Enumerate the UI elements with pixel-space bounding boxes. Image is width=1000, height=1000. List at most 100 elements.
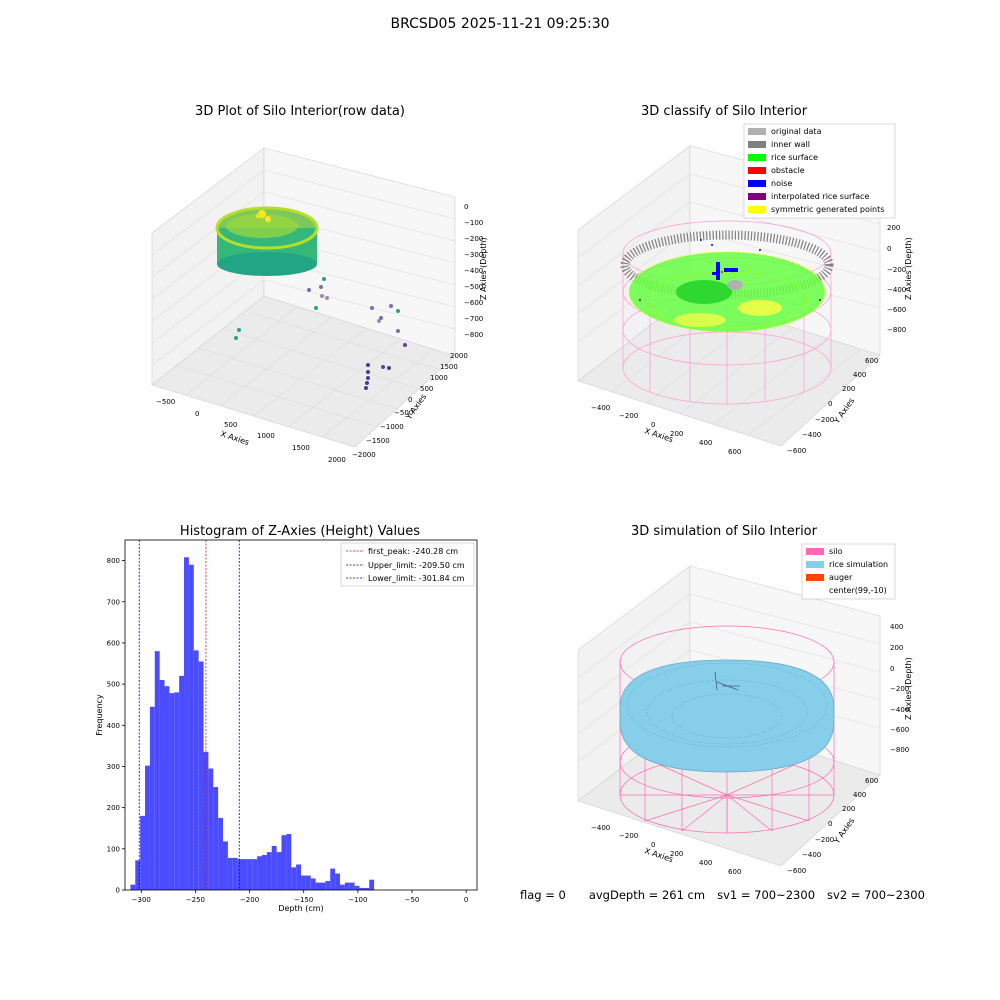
histogram-bar — [359, 887, 365, 890]
raw-z-label: Z Axies (Depth) — [479, 237, 488, 300]
legend-label-rice-surface: rice surface — [771, 153, 818, 162]
histogram-bar — [286, 834, 292, 890]
legend-label-first-peak: first_peak: -240.28 cm — [368, 547, 458, 556]
simulation-x-ticks: −400 −200 0 200 400 600 — [591, 824, 741, 876]
svg-text:−200: −200 — [815, 836, 834, 844]
svg-text:400: 400 — [699, 439, 712, 447]
svg-text:−1500: −1500 — [366, 437, 390, 445]
svg-text:−200: −200 — [464, 235, 483, 243]
svg-text:0: 0 — [890, 665, 894, 673]
simulation-y-ticks: −600 −400 −200 0 200 400 600 — [787, 777, 878, 875]
classify-rice-surface — [628, 251, 826, 333]
histogram-y-tick-label: 400 — [107, 722, 120, 730]
legend-label-noise: noise — [771, 179, 792, 188]
svg-text:−400: −400 — [591, 404, 610, 412]
svg-text:2000: 2000 — [328, 456, 346, 464]
histogram-bar — [213, 787, 219, 890]
raw-plot-title: 3D Plot of Silo Interior(row data) — [195, 104, 405, 119]
legend-swatch-silo — [806, 548, 824, 555]
histogram-legend: first_peak: -240.28 cm Upper_limit: -209… — [340, 542, 475, 587]
histogram-y-label: Frequency — [95, 694, 104, 736]
histogram-bar — [354, 885, 360, 890]
histogram-bars — [130, 557, 375, 890]
svg-text:−400: −400 — [802, 851, 821, 859]
svg-text:1500: 1500 — [292, 444, 310, 452]
legend-swatch-symmetric — [748, 206, 766, 213]
svg-text:−2000: −2000 — [352, 451, 376, 459]
classify-3d-plot: original data inner wall rice surface ob… — [577, 123, 913, 456]
histogram-bar — [339, 884, 345, 890]
histogram-y-tick-label: 200 — [107, 804, 120, 812]
histogram-x-tick-label: −50 — [405, 896, 420, 904]
histogram-bar — [179, 675, 185, 890]
histogram-y-tick-label: 700 — [107, 598, 120, 606]
status-line: flag = 0 avgDepth = 261 cm sv1 = 700~2300… — [520, 888, 925, 902]
histogram-x-tick-label: −100 — [348, 896, 367, 904]
histogram-bar — [154, 651, 160, 890]
legend-swatch-noise — [748, 180, 766, 187]
svg-text:600: 600 — [865, 777, 878, 785]
svg-text:−400: −400 — [464, 267, 483, 275]
histogram-bar — [184, 557, 189, 890]
svg-text:600: 600 — [728, 448, 741, 456]
histogram-x-label: Depth (cm) — [278, 904, 323, 913]
histogram-bar — [227, 857, 233, 890]
svg-text:600: 600 — [865, 357, 878, 365]
svg-text:−200: −200 — [619, 412, 638, 420]
histogram-bar — [320, 882, 326, 890]
svg-text:0: 0 — [408, 396, 412, 404]
status-sv1: sv1 = 700~2300 — [717, 888, 816, 902]
legend-label-inner-wall: inner wall — [771, 140, 810, 149]
svg-text:0: 0 — [828, 400, 832, 408]
svg-text:−1000: −1000 — [380, 423, 404, 431]
histogram-bar — [130, 884, 136, 890]
histogram-x-tick-label: −150 — [294, 896, 313, 904]
svg-text:−500: −500 — [464, 283, 483, 291]
raw-noise-points — [234, 277, 407, 390]
histogram-bar — [242, 859, 248, 890]
svg-text:−500: −500 — [394, 409, 413, 417]
svg-text:−200: −200 — [619, 832, 638, 840]
histogram-x-ticks: −300 −250 −200 −150 −100 −50 0 — [132, 890, 468, 904]
simulation-y-label: Y Axies — [832, 816, 857, 846]
svg-text:0: 0 — [651, 841, 655, 849]
simulation-z-ticks: 400 200 0 −200 −400 −600 −800 — [890, 623, 909, 754]
histogram-bar — [135, 860, 141, 890]
histogram-bar — [335, 873, 340, 890]
histogram-chart: 0 100 200 300 400 500 600 700 800 −300 −250 −200 −1… — [95, 539, 478, 913]
histogram-bar — [145, 765, 150, 890]
histogram-bar — [169, 693, 175, 890]
legend-swatch-auger — [806, 574, 824, 581]
legend-label-silo: silo — [829, 547, 843, 556]
status-avg-depth: avgDepth = 261 cm — [588, 888, 706, 902]
histogram-bar — [159, 680, 165, 890]
legend-label-upper-limit: Upper_limit: -209.50 cm — [368, 561, 465, 570]
simulation-3d-plot: silo rice simulation auger center(99,-10… — [577, 543, 913, 876]
svg-text:0: 0 — [651, 421, 655, 429]
svg-text:−200: −200 — [887, 266, 906, 274]
simulation-auger — [714, 671, 740, 691]
histogram-x-tick-label: −250 — [186, 896, 205, 904]
svg-text:−400: −400 — [802, 431, 821, 439]
svg-text:−800: −800 — [887, 326, 906, 334]
histogram-y-tick-label: 100 — [107, 845, 120, 853]
legend-label-interpolated: interpolated rice surface — [771, 192, 869, 201]
histogram-y-tick-label: 800 — [107, 557, 120, 565]
legend-swatch-rice-simulation — [806, 561, 824, 568]
simulation-legend: silo rice simulation auger center(99,-10… — [801, 543, 896, 600]
classify-interpolated — [639, 299, 821, 301]
svg-text:400: 400 — [890, 623, 903, 631]
histogram-bar — [193, 650, 199, 890]
legend-label-symmetric: symmetric generated points — [771, 205, 884, 214]
legend-swatch-inner-wall — [748, 141, 766, 148]
histogram-bar — [281, 835, 287, 890]
svg-text:−100: −100 — [464, 219, 483, 227]
histogram-bar — [247, 859, 253, 890]
histogram-bar — [149, 706, 155, 890]
simulation-silo-wire-back — [619, 625, 835, 834]
legend-swatch-obstacle — [748, 167, 766, 174]
simulation-plot-title: 3D simulation of Silo Interior — [631, 524, 817, 539]
svg-text:−200: −200 — [890, 685, 909, 693]
legend-swatch-rice-surface — [748, 154, 766, 161]
status-sv2: sv2 = 700~2300 — [827, 888, 925, 902]
